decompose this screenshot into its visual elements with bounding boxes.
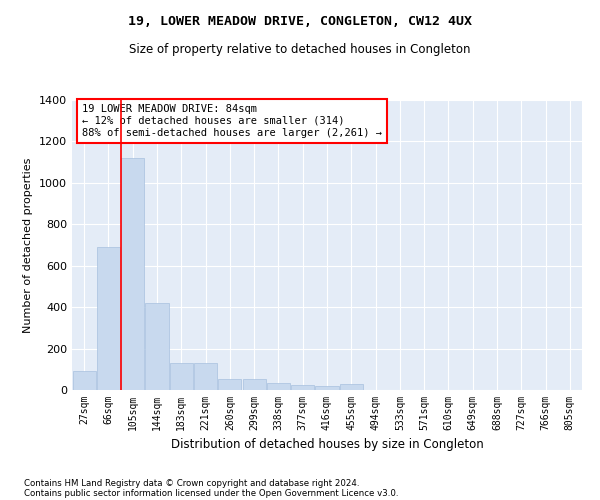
Bar [145, 303, 169, 390]
Bar [194, 363, 217, 390]
Text: Size of property relative to detached houses in Congleton: Size of property relative to detached ho… [129, 42, 471, 56]
Bar [73, 372, 95, 390]
Text: 19, LOWER MEADOW DRIVE, CONGLETON, CW12 4UX: 19, LOWER MEADOW DRIVE, CONGLETON, CW12 … [128, 15, 472, 28]
Text: 19 LOWER MEADOW DRIVE: 84sqm
← 12% of detached houses are smaller (314)
88% of s: 19 LOWER MEADOW DRIVE: 84sqm ← 12% of de… [82, 104, 382, 138]
Bar [218, 378, 241, 390]
X-axis label: Distribution of detached houses by size in Congleton: Distribution of detached houses by size … [170, 438, 484, 452]
Bar [340, 384, 363, 390]
Bar [316, 386, 338, 390]
Text: Contains public sector information licensed under the Open Government Licence v3: Contains public sector information licen… [24, 488, 398, 498]
Bar [242, 378, 266, 390]
Y-axis label: Number of detached properties: Number of detached properties [23, 158, 34, 332]
Bar [291, 385, 314, 390]
Bar [121, 158, 144, 390]
Bar [267, 383, 290, 390]
Bar [170, 363, 193, 390]
Text: Contains HM Land Registry data © Crown copyright and database right 2024.: Contains HM Land Registry data © Crown c… [24, 478, 359, 488]
Bar [97, 247, 120, 390]
